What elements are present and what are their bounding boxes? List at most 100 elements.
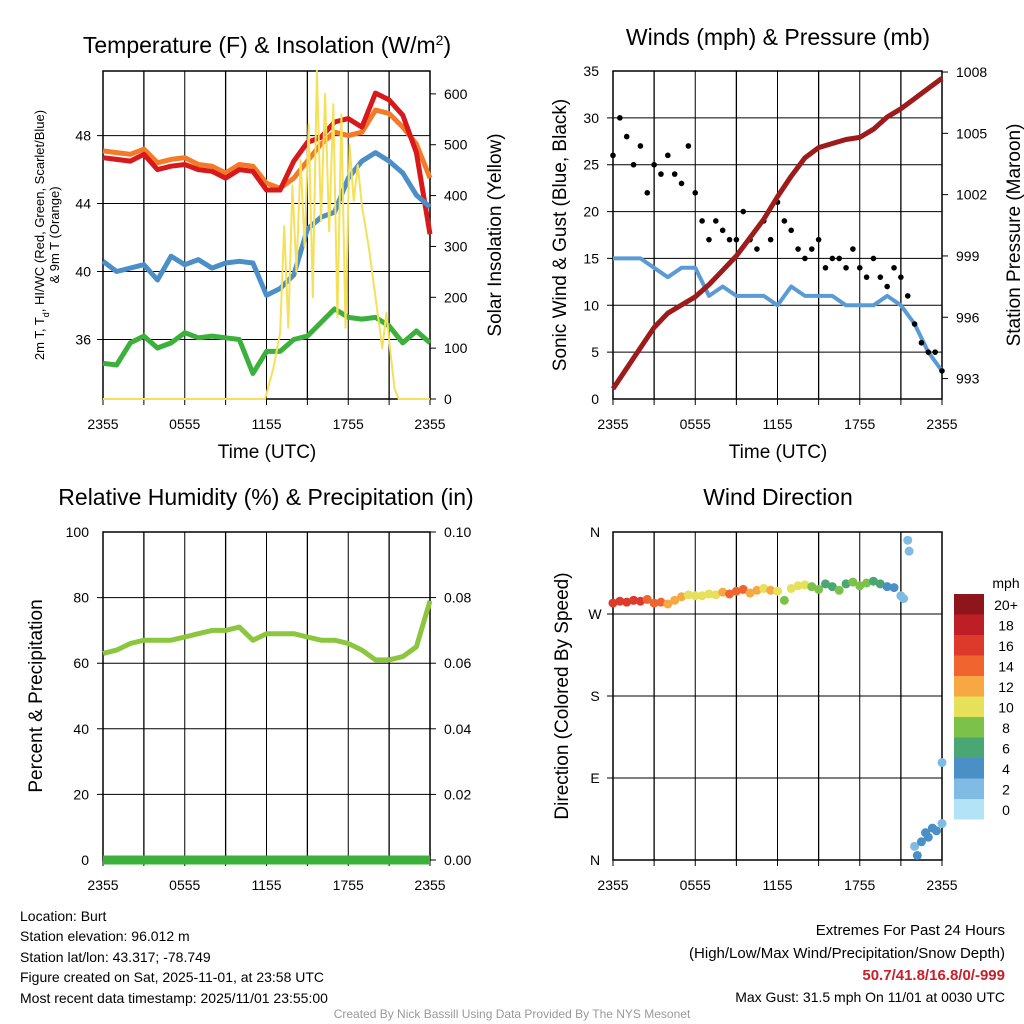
direction-point (677, 592, 687, 602)
legend-title: mph (992, 575, 1019, 591)
legend-label: 14 (998, 659, 1014, 675)
direction-point (656, 597, 666, 607)
y2-tick-label: 1008 (956, 64, 987, 80)
direction-point (622, 597, 632, 607)
y2-axis-label: Solar Insolation (Yellow) (485, 133, 506, 336)
x-axis-label: Time (UTC) (729, 442, 828, 463)
gust-point (904, 293, 911, 299)
title-part: 2 (436, 32, 444, 48)
wind-direction-panel: 2355 0555 1155 1755 2355 N E S W N Wind Direction D… (552, 484, 1020, 893)
y2-tick-label: 0.04 (444, 721, 471, 737)
gust-point (623, 133, 630, 140)
direction-point (932, 826, 942, 836)
x-tick-label: 2355 (87, 416, 118, 432)
y2-tick-label: 300 (444, 238, 468, 254)
legend-swatch (954, 635, 984, 656)
gust-point (692, 190, 699, 196)
ylabel-part: , HI/WC (Red, Green, Scarlet/Blue) (32, 110, 47, 312)
gust-point (726, 236, 733, 243)
direction-point (820, 579, 830, 589)
direction-point (834, 585, 844, 595)
y-tick-label: 36 (75, 332, 91, 348)
series-line-wind (613, 256, 944, 373)
gust-point (870, 255, 877, 262)
gust-point (665, 152, 671, 159)
legend-label: 10 (998, 700, 1014, 716)
direction-point (923, 832, 933, 842)
legend-swatch (954, 655, 984, 676)
direction-point (903, 535, 913, 545)
direction-point (711, 590, 721, 600)
gust-point (822, 265, 829, 271)
y2-tick-label: 0.10 (444, 524, 471, 540)
gust-point (808, 246, 815, 252)
y2-tick-label: 0 (444, 391, 452, 407)
y2-tick-label: 996 (956, 309, 980, 325)
gust-point (671, 171, 678, 177)
gust-point (836, 255, 842, 262)
chart-title: Temperature (F) & Insolation (W/m2) (83, 32, 451, 58)
direction-point (718, 587, 728, 597)
y-tick-label: 5 (591, 344, 599, 360)
y-tick-label: N (590, 524, 600, 540)
direction-point (848, 577, 858, 587)
y-tick-label: 30 (583, 110, 599, 126)
series-line-temp (102, 90, 433, 235)
x-tick-label: 0555 (169, 416, 200, 432)
gust-point (877, 274, 884, 280)
title-part: ) (443, 32, 451, 58)
direction-point (800, 580, 810, 590)
title-part: Temperature (F) & Insolation (W/m (83, 32, 436, 58)
extremes-values: 50.7/41.8/16.8/0/-999 (862, 967, 1005, 984)
x-tick-label: 2355 (926, 416, 957, 432)
direction-point (683, 590, 693, 600)
direction-point (875, 579, 885, 589)
direction-point (704, 589, 714, 599)
direction-point (937, 758, 947, 768)
legend-label: 16 (998, 638, 1014, 654)
x-tick-label: 0555 (680, 416, 711, 432)
gust-point (637, 143, 644, 149)
x-tick-label: 2355 (926, 877, 957, 893)
y-tick-label: 20 (583, 204, 599, 220)
direction-point (889, 583, 899, 593)
gust-point (685, 143, 692, 149)
y-tick-label: 10 (583, 297, 599, 313)
temperature-panel: 2355 0555 1155 1755 2355 36 40 44 48 0 100 200 300 40… (32, 32, 506, 463)
y-tick-label: 40 (75, 264, 91, 280)
direction-point (745, 588, 755, 598)
gust-point (856, 265, 863, 271)
x-tick-label: 1155 (762, 877, 792, 893)
x-tick-label: 1755 (844, 416, 875, 432)
y2-tick-label: 0.00 (444, 852, 471, 868)
direction-point (752, 585, 762, 595)
legend-swatch (954, 778, 984, 799)
legend-swatch (954, 696, 984, 717)
legend-swatch (954, 737, 984, 758)
series-line-temp9m (102, 107, 433, 191)
gust-point (678, 180, 685, 187)
gust-point (815, 236, 822, 243)
y-tick-label: S (590, 688, 599, 704)
legend-swatch (954, 799, 984, 820)
y-tick-label: 25 (583, 157, 599, 173)
extremes-title: Extremes For Past 24 Hours (816, 922, 1005, 939)
direction-point (868, 576, 878, 586)
y2-tick-label: 200 (444, 289, 468, 305)
gust-point (925, 349, 932, 355)
gust-point (713, 218, 719, 224)
series-line-pressure (610, 76, 944, 391)
y-axis-label-line2: & 9m T (Orange) (47, 186, 62, 283)
y-axis-label: Percent & Precipitation (26, 599, 47, 792)
gust-point (863, 274, 870, 280)
legend-label: 0 (1002, 802, 1010, 818)
gust-point (829, 255, 836, 262)
y2-tick-label: 0.08 (444, 590, 471, 606)
x-tick-label: 1155 (251, 416, 281, 432)
series-line-dew (102, 306, 432, 376)
y2-axis-label: Station Pressure (Maroon) (1004, 124, 1024, 347)
x-tick-label: 2355 (414, 416, 445, 432)
footer-location: Location: Burt (20, 908, 106, 924)
x-tick-label: 1155 (762, 416, 792, 432)
